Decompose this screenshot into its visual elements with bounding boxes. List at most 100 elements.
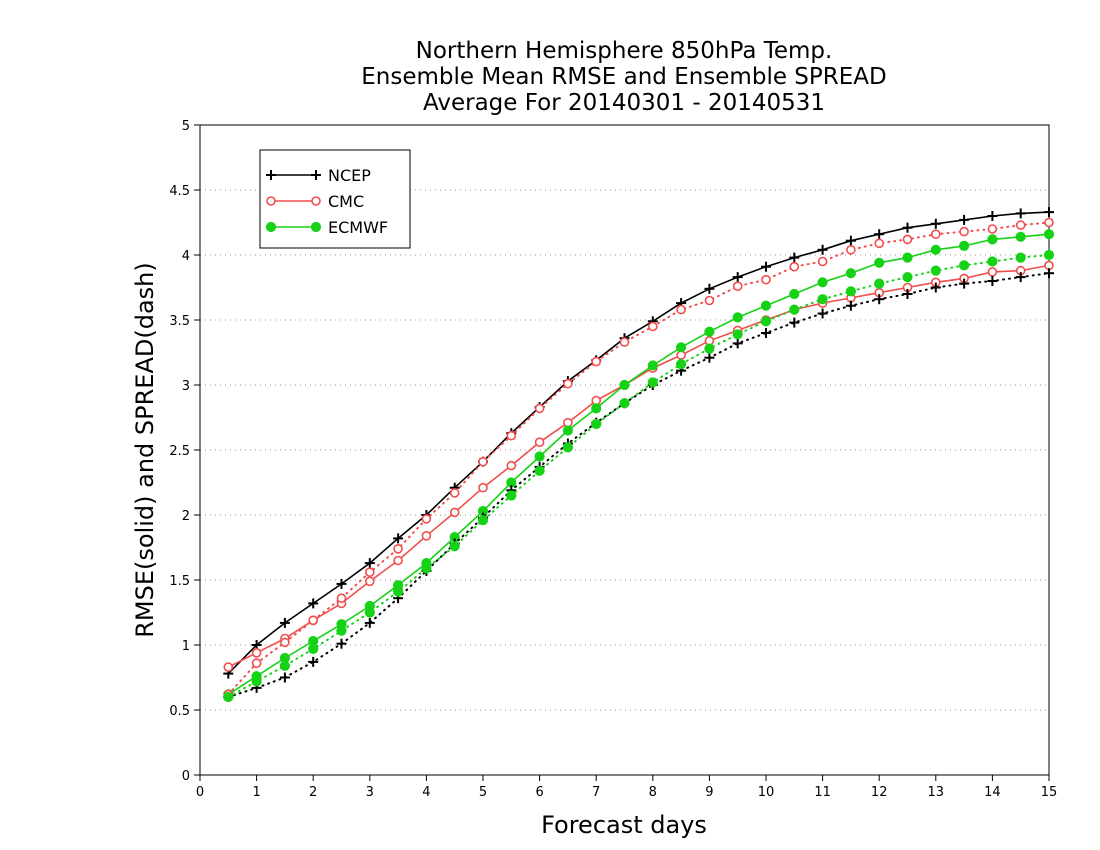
data-point [987,224,998,234]
data-point [930,218,941,229]
data-point [265,221,277,233]
x-tick-label: 12 [871,785,888,800]
data-point [506,460,517,471]
data-point [266,170,276,180]
data-point [732,312,743,323]
x-tick-label: 8 [649,785,657,800]
series-line [227,233,1050,696]
chart-title: Northern Hemisphere 850hPa Temp. Ensembl… [361,38,886,116]
data-point [1044,260,1054,271]
data-point [280,637,290,648]
data-point [732,338,743,349]
y-tick-label: 2 [182,509,190,524]
data-point [647,377,658,388]
data-point [591,403,602,414]
series-line [227,211,1050,675]
series-spread-dash [223,217,1054,700]
data-point [789,304,800,315]
data-point [987,276,998,286]
data-point [647,360,658,371]
data-point [902,234,913,245]
data-point [562,442,574,453]
data-point [704,295,715,306]
data-point [761,274,771,285]
data-point [959,240,970,251]
legend-label: NCEP [328,166,371,185]
data-point [279,672,290,683]
data-point [959,278,970,289]
data-point [902,289,913,299]
data-point [930,229,941,239]
data-point [874,294,885,305]
data-point [562,425,574,436]
x-tick-label: 15 [1041,785,1058,800]
series-spread-dash [223,249,1055,703]
data-point [761,328,771,338]
data-point [930,244,941,255]
data-point [987,234,998,245]
data-point [845,268,857,279]
data-point [311,170,321,180]
y-tick-label: 4 [182,249,190,264]
data-point [1015,220,1026,230]
y-tick-label: 3.5 [169,314,190,329]
data-point [902,272,913,283]
data-point [789,317,800,328]
data-point [534,403,545,414]
title-line-2: Ensemble Mean RMSE and Ensemble SPREAD [361,64,886,90]
series-line [227,254,1050,698]
data-point [1044,207,1054,218]
data-point [364,567,375,578]
data-point [732,281,743,292]
y-tick-label: 3 [182,379,190,394]
title-line-3: Average For 20140301 - 20140531 [423,90,825,116]
data-point [1043,229,1055,240]
data-point [817,277,828,288]
data-point [1015,231,1026,242]
data-point [364,576,375,587]
data-point [987,211,998,221]
data-point [311,196,321,206]
x-tick-label: 11 [814,785,831,800]
x-tick-label: 3 [366,785,374,800]
x-tick-label: 7 [592,785,600,800]
data-point [619,398,630,409]
x-tick-label: 6 [535,785,543,800]
data-point [591,418,602,430]
data-point [676,359,687,370]
data-point [846,245,856,255]
x-tick-label: 14 [984,785,1001,800]
x-tick-label: 5 [479,785,487,800]
data-point [266,196,276,206]
data-point [449,541,460,552]
data-point [251,658,262,669]
data-point [874,229,885,240]
x-tick-label: 4 [422,785,430,800]
data-point [421,530,432,541]
data-point [874,238,885,249]
data-point [732,329,743,340]
legend-item-ncep: NCEP [266,166,371,185]
series-spread-dash [223,268,1054,702]
data-point [760,300,772,311]
data-point [761,261,771,272]
data-point [279,660,290,671]
data-point [308,598,319,609]
x-axis-ticks: 0 1 2 3 4 5 6 7 8 9 10 11 12 13 14 15 [196,775,1057,800]
data-point [987,256,998,267]
data-point [817,256,828,267]
data-point [393,555,403,566]
data-point [704,326,715,337]
x-tick-label: 2 [309,785,317,800]
data-point [676,304,686,315]
data-point [732,272,743,283]
data-point [534,465,545,476]
data-point [987,267,998,277]
data-point [308,656,319,667]
data-point [310,221,322,233]
data-point [845,286,857,297]
data-point [647,321,658,332]
data-point [619,379,630,391]
data-point [1043,249,1055,261]
